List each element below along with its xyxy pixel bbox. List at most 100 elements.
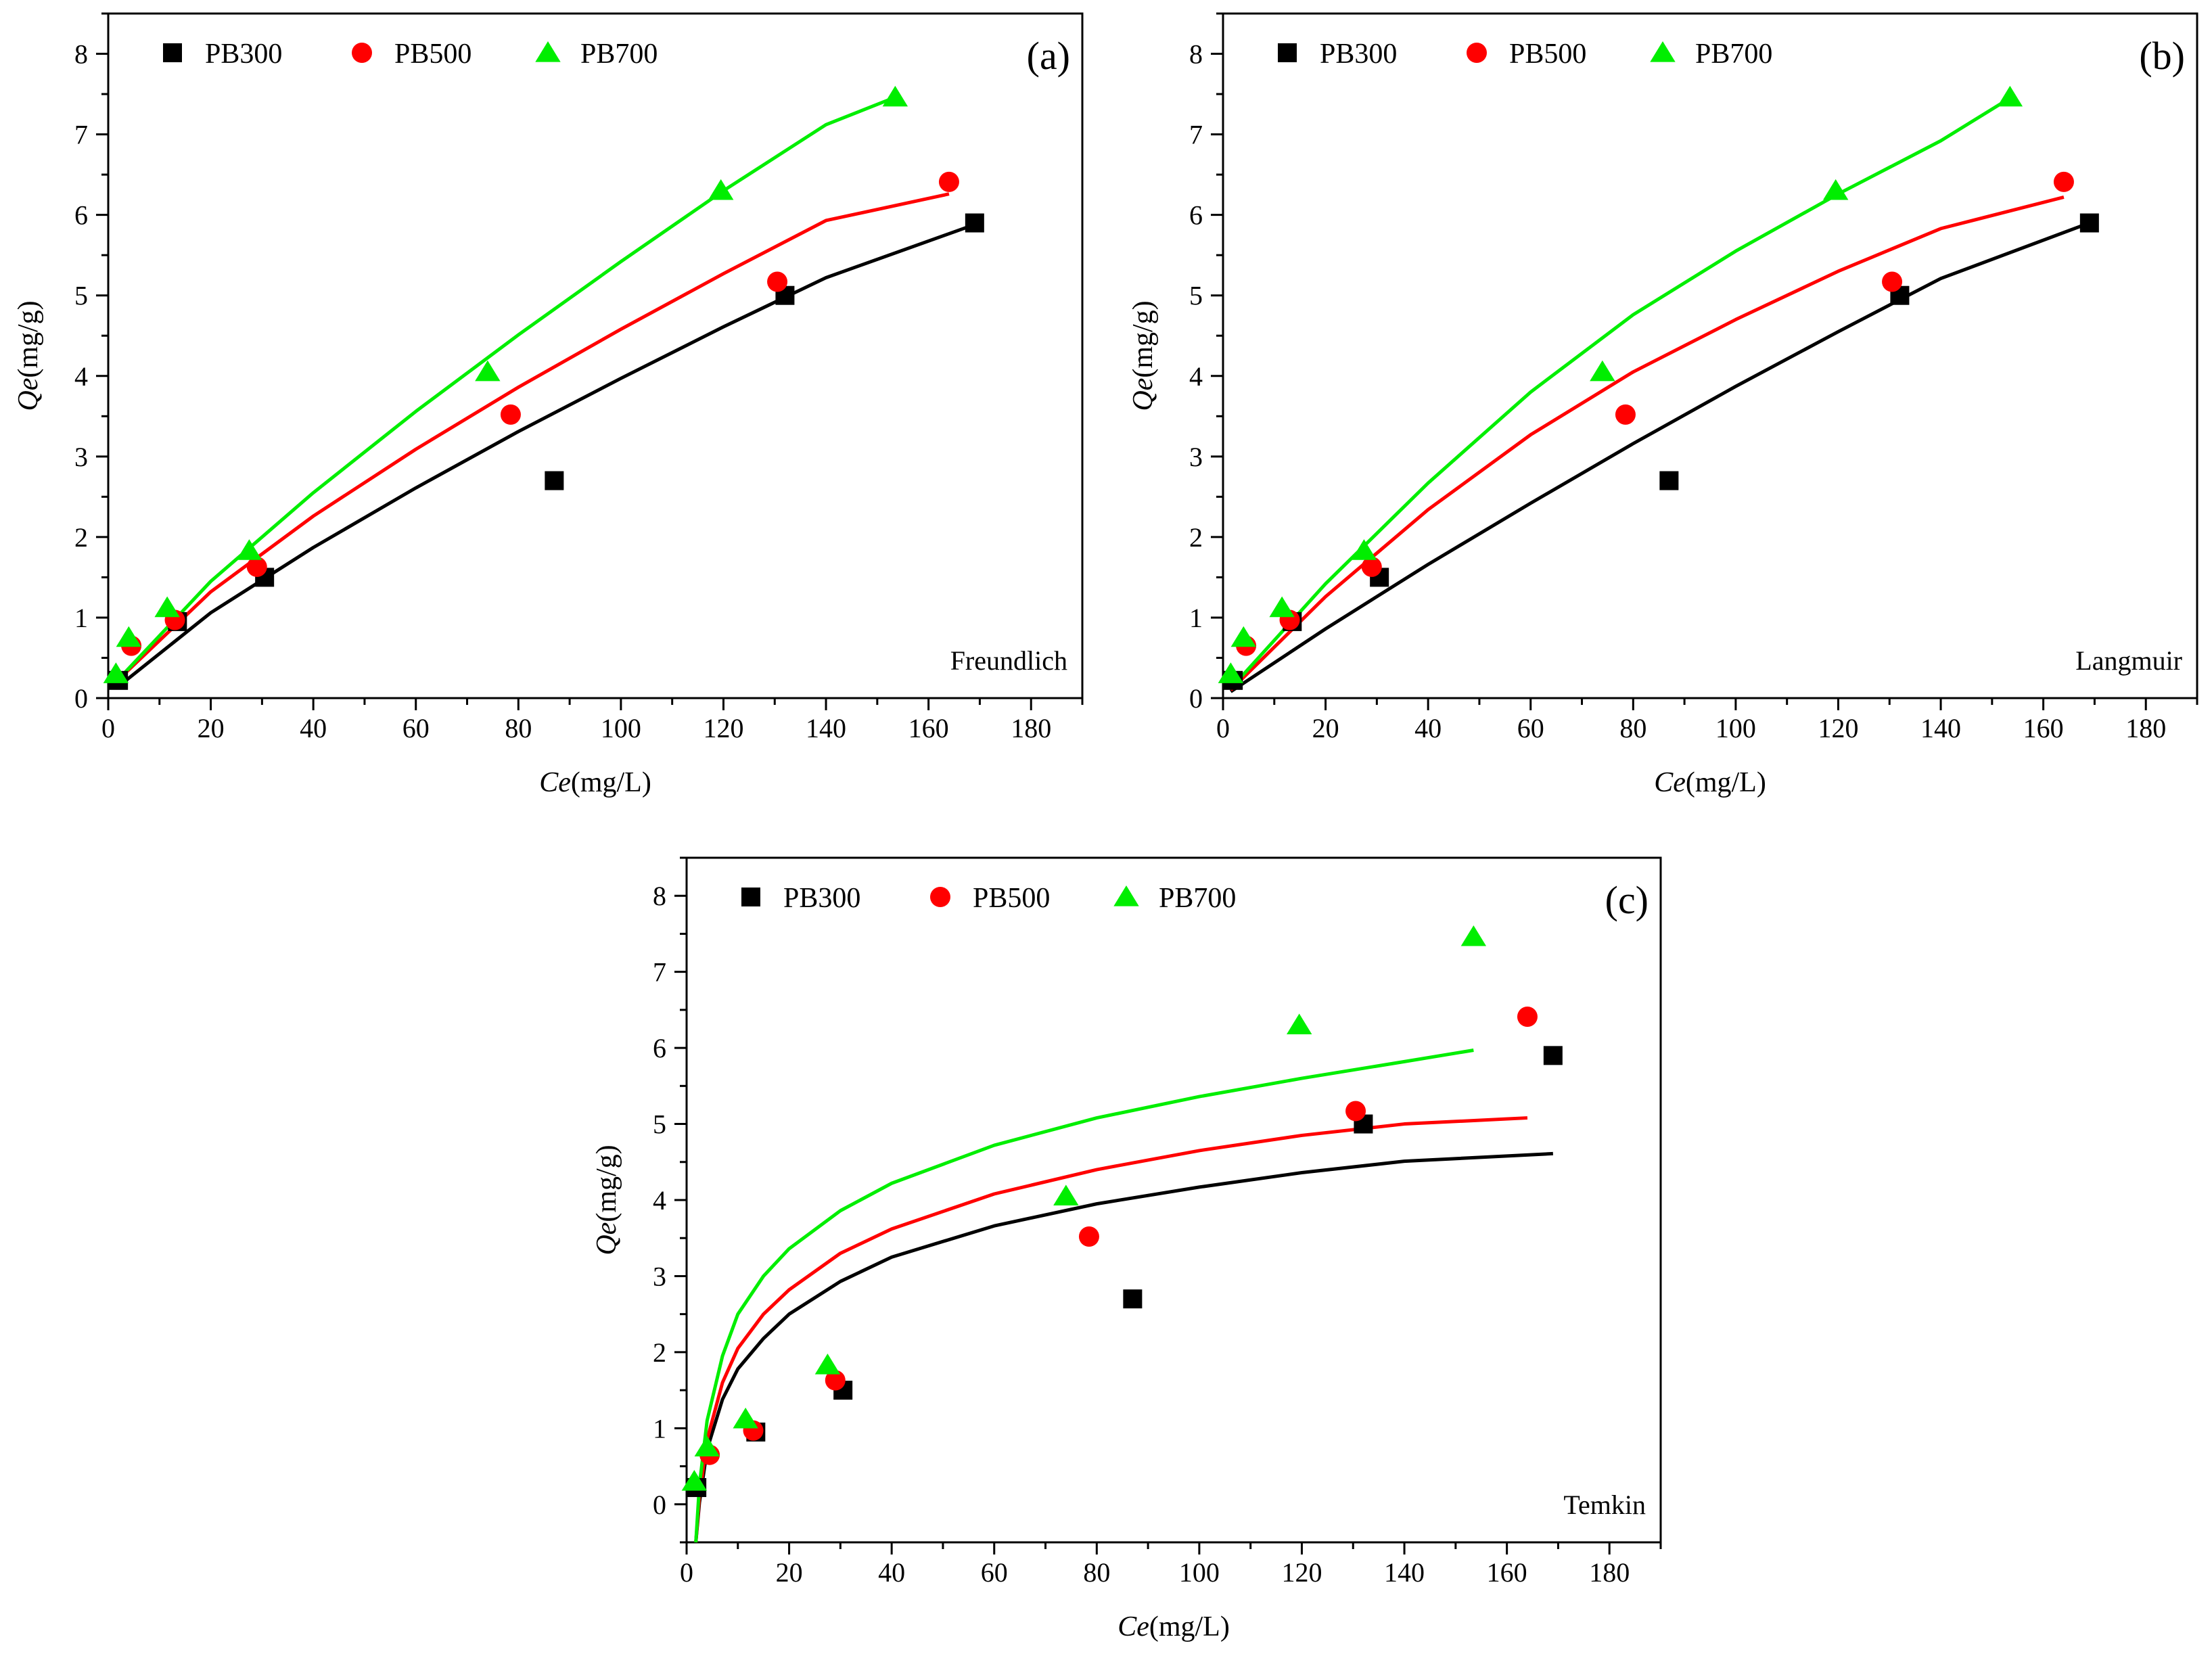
model-label: Freundlich bbox=[950, 645, 1067, 676]
fit-curves bbox=[114, 95, 975, 690]
x-tick-label: 20 bbox=[1312, 713, 1339, 743]
y-tick-label: 5 bbox=[653, 1109, 666, 1140]
legend-marker-pb300 bbox=[741, 888, 760, 906]
data-point-pb500 bbox=[767, 271, 788, 292]
y-tick-label: 3 bbox=[653, 1261, 666, 1291]
data-point-pb700 bbox=[1053, 1184, 1079, 1205]
fit-curve-pb700 bbox=[1229, 96, 2011, 690]
data-point-pb700 bbox=[1269, 596, 1295, 618]
data-point-pb700 bbox=[814, 1354, 841, 1375]
x-tick-label: 0 bbox=[101, 713, 115, 743]
x-tick-label: 80 bbox=[1619, 713, 1646, 743]
data-point-pb500 bbox=[500, 404, 521, 425]
legend-label: PB700 bbox=[1159, 883, 1236, 914]
x-axis-unit: (mg/L) bbox=[1686, 767, 1766, 798]
x-tick-label: 160 bbox=[2023, 713, 2064, 743]
x-tick-label: 60 bbox=[402, 713, 430, 743]
panel-label: (b) bbox=[2139, 34, 2185, 78]
y-axis-symbol: Qe bbox=[13, 378, 44, 411]
y-tick-label: 0 bbox=[1189, 683, 1203, 714]
y-axis-unit: (mg/g) bbox=[591, 1145, 622, 1222]
data-point-pb500 bbox=[1345, 1101, 1366, 1122]
x-axis-unit: (mg/L) bbox=[1149, 1611, 1230, 1642]
y-tick-label: 8 bbox=[74, 39, 88, 70]
y-axis-unit: (mg/g) bbox=[1128, 300, 1159, 377]
legend-entry-pb500: PB500 bbox=[930, 883, 1050, 914]
x-tick-label: 20 bbox=[776, 1557, 803, 1588]
data-point-pb700 bbox=[154, 596, 180, 618]
fit-curve-pb500 bbox=[694, 1116, 1528, 1543]
y-tick-label: 5 bbox=[1189, 281, 1203, 311]
x-tick-label: 160 bbox=[908, 713, 949, 743]
x-tick-label: 100 bbox=[601, 713, 641, 743]
legend-label: PB500 bbox=[394, 39, 471, 70]
legend-entry-pb300: PB300 bbox=[741, 883, 860, 914]
legend-entry-pb300: PB300 bbox=[1278, 39, 1397, 70]
x-tick-label: 40 bbox=[300, 713, 327, 743]
axis-ticks: 0 20 40 60 80 100 120 140 160 180 0 1 2 3 4 5 6 7 8 bbox=[74, 12, 1084, 743]
data-point-pb300 bbox=[1123, 1289, 1143, 1309]
data-point-pb300 bbox=[965, 213, 984, 233]
x-tick-label: 120 bbox=[703, 713, 743, 743]
legend: PB300 PB500 PB700 bbox=[1278, 39, 1772, 70]
data-point-pb700 bbox=[1590, 360, 1615, 382]
plot-frame bbox=[107, 12, 1084, 699]
legend-label: PB700 bbox=[1695, 39, 1772, 70]
y-tick-label: 4 bbox=[74, 361, 88, 392]
fit-curve-pb700 bbox=[114, 95, 896, 683]
fit-curve-pb500 bbox=[114, 192, 950, 683]
data-point-pb500 bbox=[1615, 404, 1636, 425]
x-tick-label: 180 bbox=[1011, 713, 1051, 743]
data-point-pb700 bbox=[116, 626, 142, 647]
data-point-pb300 bbox=[2079, 213, 2099, 233]
y-axis-title: Qe(mg/g) bbox=[591, 1145, 622, 1255]
y-tick-label: 2 bbox=[653, 1337, 666, 1368]
legend-entry-pb500: PB500 bbox=[1467, 39, 1586, 70]
x-axis-unit: (mg/L) bbox=[571, 767, 651, 798]
data-point-pb500 bbox=[2053, 171, 2074, 192]
legend-entry-pb700: PB700 bbox=[1650, 39, 1772, 70]
x-tick-label: 140 bbox=[1384, 1557, 1425, 1588]
data-markers bbox=[103, 85, 984, 690]
y-tick-label: 8 bbox=[653, 881, 666, 911]
fit-curve-pb300 bbox=[694, 1151, 1553, 1543]
y-axis-title: Qe(mg/g) bbox=[1128, 300, 1159, 411]
x-tick-label: 140 bbox=[806, 713, 846, 743]
y-tick-label: 7 bbox=[74, 120, 88, 150]
x-tick-label: 120 bbox=[1818, 713, 1858, 743]
y-axis-symbol: Qe bbox=[591, 1222, 622, 1256]
x-tick-label: 40 bbox=[1414, 713, 1442, 743]
y-tick-label: 1 bbox=[653, 1413, 666, 1444]
y-tick-label: 2 bbox=[74, 522, 88, 553]
x-axis-title: Ce(mg/L) bbox=[1117, 1611, 1230, 1642]
y-tick-label: 8 bbox=[1189, 39, 1203, 70]
model-label: Temkin bbox=[1563, 1490, 1646, 1520]
data-point-pb700 bbox=[1822, 179, 1849, 200]
x-tick-label: 100 bbox=[1715, 713, 1756, 743]
legend-marker-pb700 bbox=[1650, 41, 1676, 62]
x-tick-label: 120 bbox=[1281, 1557, 1322, 1588]
x-axis-title: Ce(mg/L) bbox=[539, 767, 651, 798]
x-tick-label: 140 bbox=[1920, 713, 1961, 743]
legend-entry-pb500: PB500 bbox=[352, 39, 471, 70]
data-markers bbox=[1218, 85, 2099, 690]
y-tick-label: 5 bbox=[74, 281, 88, 311]
y-tick-label: 7 bbox=[653, 957, 666, 988]
data-point-pb500 bbox=[1361, 556, 1382, 577]
legend: PB300 PB500 PB700 bbox=[741, 883, 1236, 914]
data-point-pb700 bbox=[1460, 925, 1487, 946]
data-point-pb500 bbox=[1517, 1007, 1538, 1028]
data-point-pb700 bbox=[733, 1407, 758, 1429]
data-point-pb500 bbox=[246, 556, 267, 577]
legend-marker-pb700 bbox=[1113, 885, 1139, 906]
x-tick-label: 80 bbox=[505, 713, 532, 743]
legend-label: PB300 bbox=[1320, 39, 1397, 70]
data-point-pb700 bbox=[681, 1470, 708, 1491]
legend-marker-pb700 bbox=[535, 41, 561, 62]
data-point-pb300 bbox=[1543, 1046, 1563, 1065]
data-point-pb500 bbox=[1078, 1226, 1099, 1247]
legend-label: PB300 bbox=[205, 39, 282, 70]
data-point-pb700 bbox=[1286, 1013, 1312, 1034]
x-tick-label: 80 bbox=[1083, 1557, 1110, 1588]
y-tick-label: 0 bbox=[74, 683, 88, 714]
